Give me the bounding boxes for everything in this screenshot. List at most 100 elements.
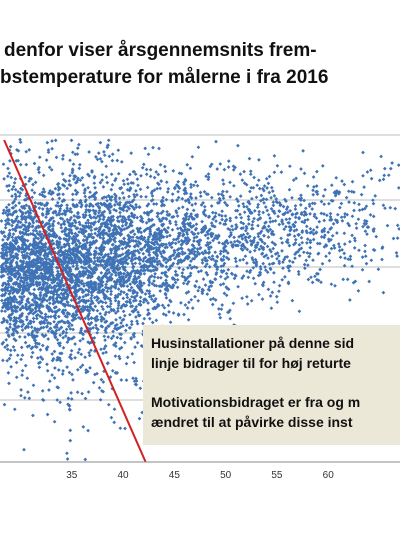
data-point [226,159,231,163]
data-point [57,211,61,215]
data-point [9,175,14,180]
data-point [20,311,25,316]
data-point [161,195,165,200]
data-point [277,222,282,227]
data-point [307,254,311,259]
data-point [372,227,376,231]
data-point [330,233,335,238]
data-point [196,288,200,293]
data-point [115,335,120,340]
data-point [311,237,316,242]
data-point [185,232,190,236]
data-point [180,205,185,209]
data-point [188,271,193,276]
data-point [293,220,298,225]
data-point [66,232,71,237]
data-point [252,236,257,240]
data-point [115,371,120,375]
data-point [242,210,247,215]
data-point [92,295,97,300]
data-point [203,283,208,287]
data-point [363,218,367,223]
data-point [61,335,66,340]
data-point [136,256,141,261]
data-point [32,190,37,195]
data-point [148,225,153,229]
data-point [70,258,75,263]
data-point [78,250,82,255]
data-point [281,204,286,209]
data-point [261,247,266,252]
data-point [207,250,212,255]
data-point [48,274,52,279]
data-point [164,230,169,235]
data-point [238,194,243,198]
data-point [165,284,169,289]
data-point [114,244,119,249]
data-point [118,186,123,191]
data-point [26,306,30,310]
data-point [35,330,40,334]
data-point [6,301,11,306]
data-point [273,252,278,256]
data-point [16,158,20,163]
data-point [0,309,4,313]
data-point [71,250,75,255]
data-point [118,336,123,341]
data-point [290,195,294,200]
data-point [217,312,222,317]
data-point [70,170,75,175]
data-point [17,194,22,198]
data-point [348,298,352,302]
data-point [166,257,170,262]
data-point [104,164,109,169]
data-point [283,255,288,260]
data-point [148,229,153,234]
data-point [147,294,152,299]
data-point [257,212,261,217]
data-point [278,203,283,208]
data-point [35,312,40,317]
data-point [127,256,131,260]
data-point [287,259,292,263]
data-point [95,330,100,335]
data-point [190,248,195,252]
data-point [1,262,5,267]
data-point [35,261,40,265]
data-point [182,312,186,317]
data-point [55,398,60,402]
data-point [118,214,123,219]
data-point [171,237,176,242]
data-point [146,301,150,305]
data-point [174,210,179,215]
data-point [73,231,78,236]
data-point [194,196,198,200]
data-point [112,226,117,231]
data-point [101,240,106,245]
data-point [320,229,325,234]
data-point [161,242,166,247]
data-point [102,195,107,200]
data-point [281,222,285,226]
data-point [135,321,140,326]
data-point [196,298,201,303]
data-point [103,328,108,333]
data-point [37,206,42,210]
data-point [84,370,88,375]
data-point [17,334,22,339]
data-point [67,222,72,227]
data-point [52,231,57,236]
data-point [33,200,38,205]
data-point [218,274,223,279]
data-point [128,312,132,317]
data-point [201,277,206,281]
data-point [311,192,316,197]
data-point [393,206,398,211]
data-point [100,159,104,164]
data-point [155,252,159,257]
data-point [10,311,15,316]
data-point [121,309,126,314]
data-point [134,293,139,298]
data-point [131,265,135,270]
data-point [27,179,31,183]
